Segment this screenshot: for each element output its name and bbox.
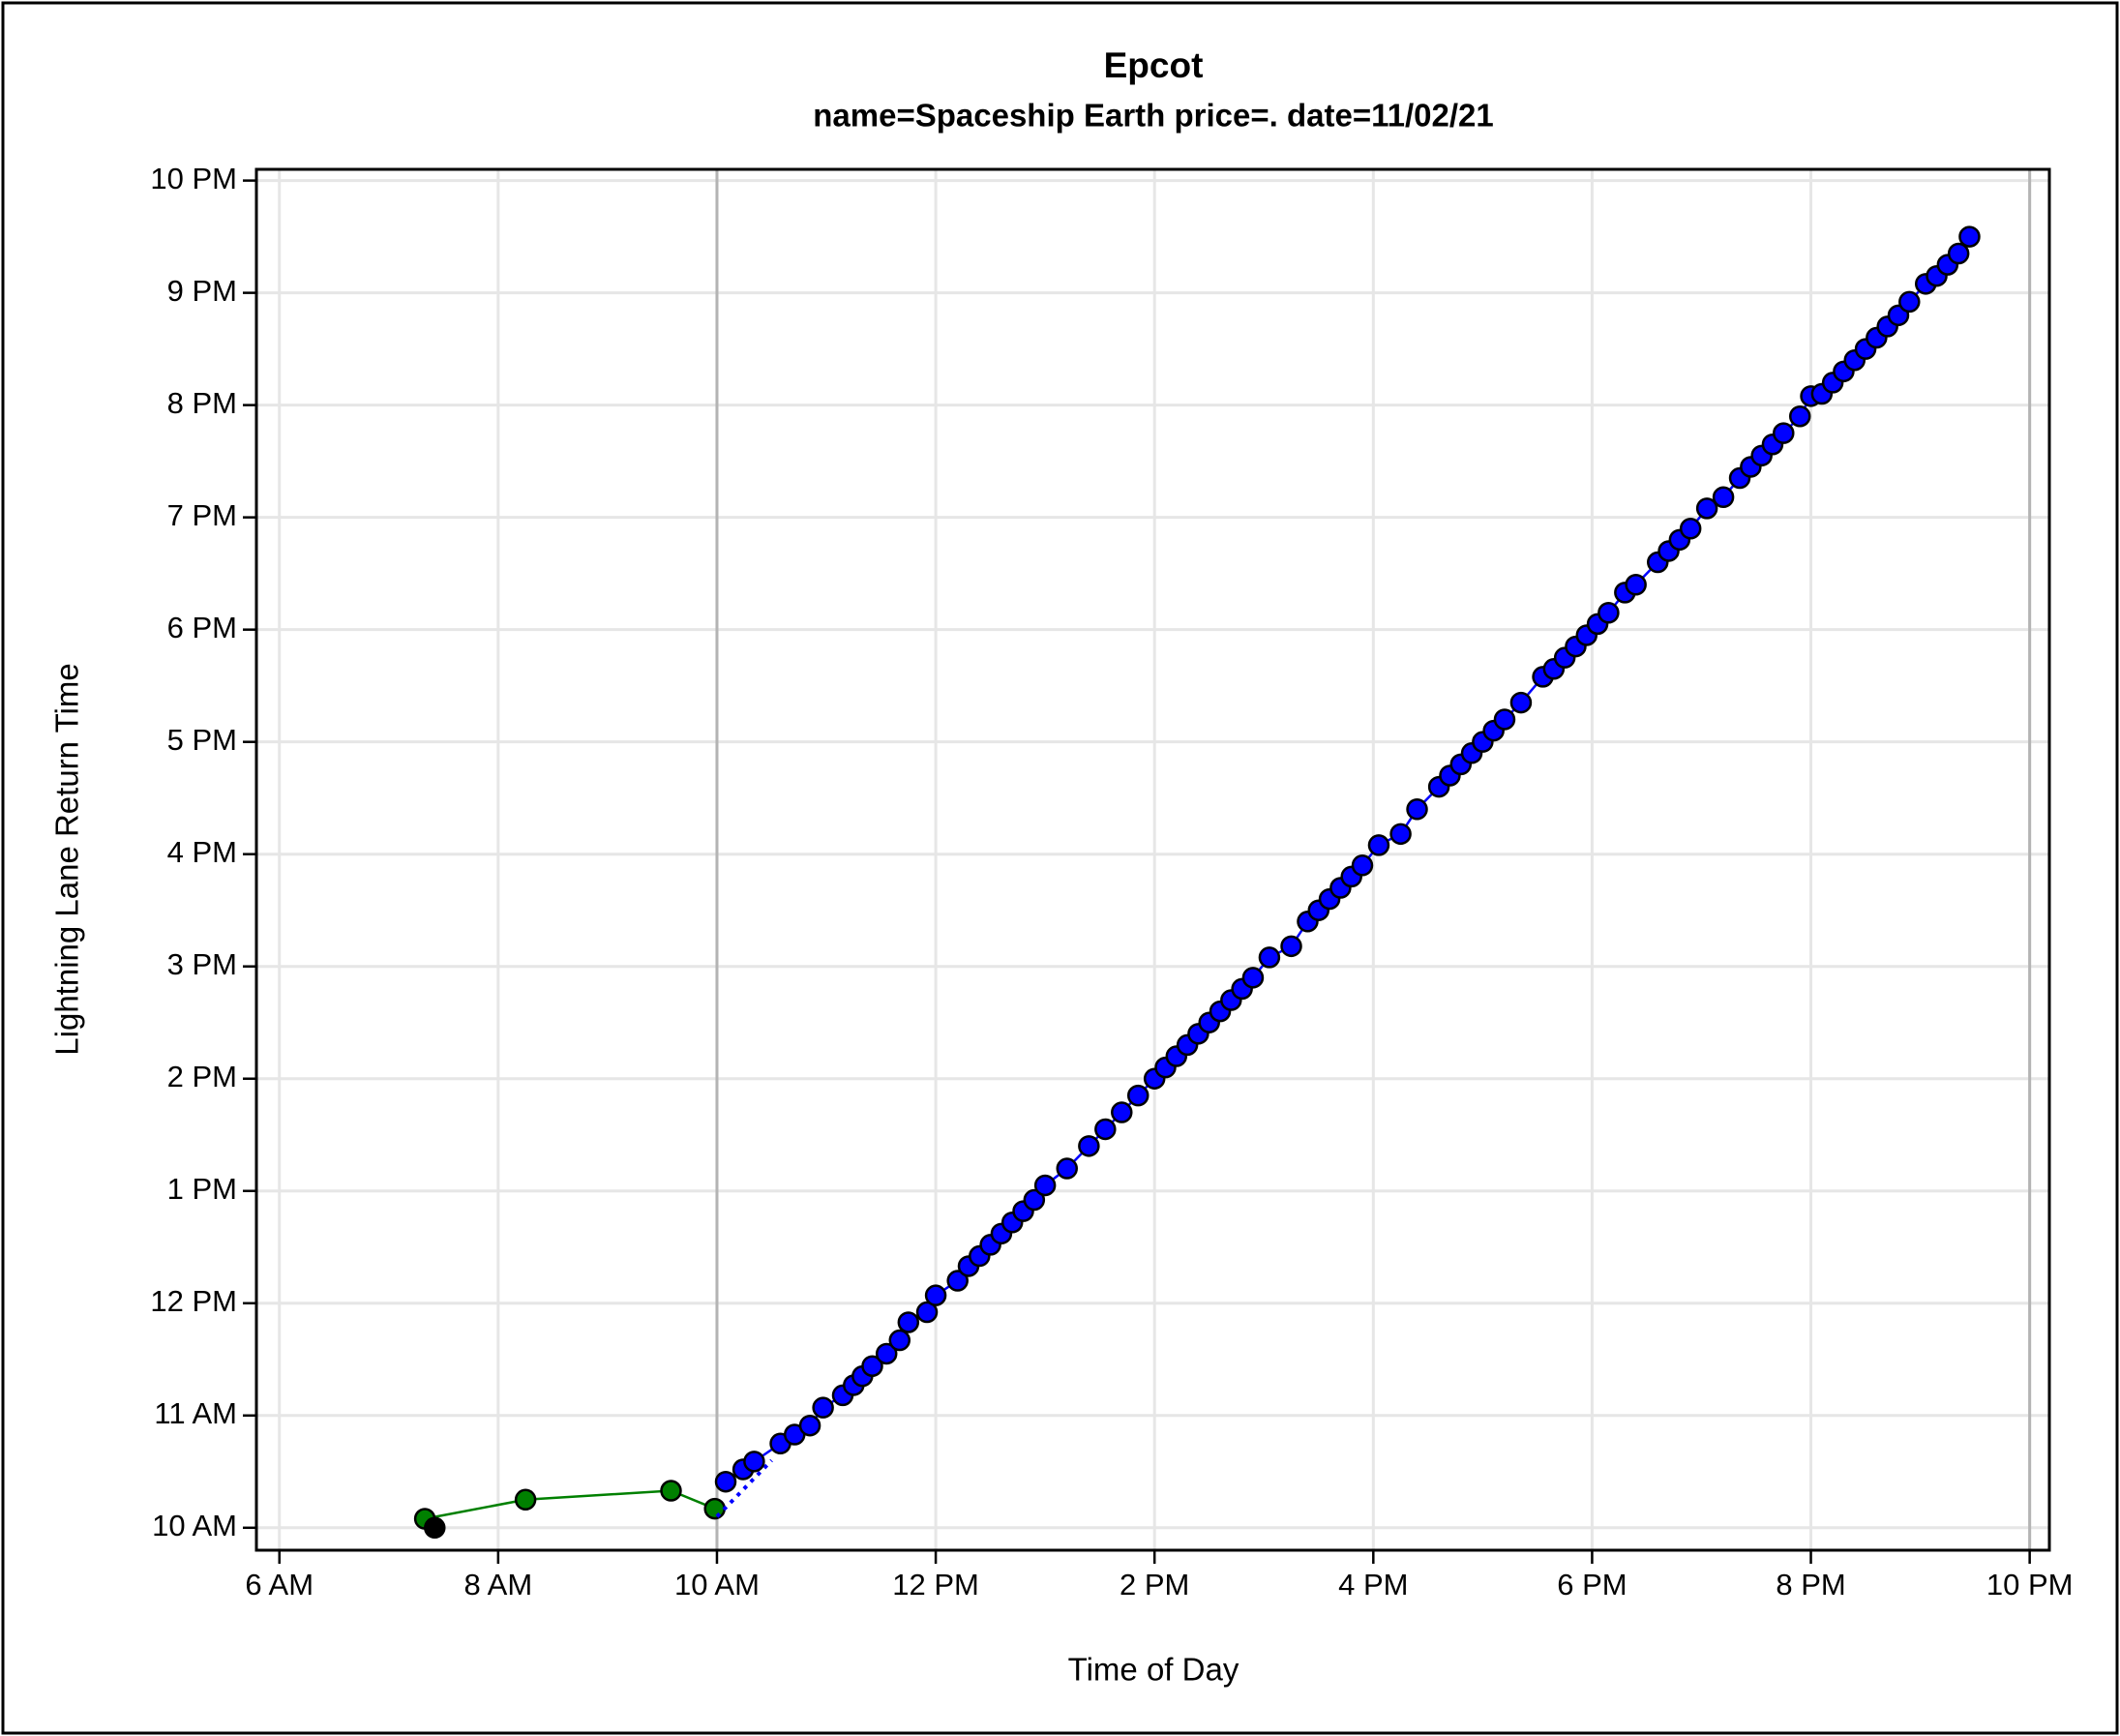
data-point xyxy=(1898,290,1921,314)
x-axis-label: Time of Day xyxy=(1068,1652,1239,1688)
y-tick-label: 7 PM xyxy=(167,498,237,532)
data-point xyxy=(1695,497,1718,520)
y-axis-label: Lightning Lane Return Time xyxy=(49,663,85,1055)
data-point xyxy=(1788,404,1811,428)
x-tick-label: 12 PM xyxy=(892,1568,979,1601)
data-point xyxy=(924,1284,947,1306)
data-point xyxy=(875,1342,898,1365)
data-point xyxy=(888,1329,911,1352)
x-tick-label: 8 AM xyxy=(464,1568,533,1601)
data-point xyxy=(1241,967,1265,989)
y-tick-label: 5 PM xyxy=(167,723,237,757)
y-tick-label: 11 AM xyxy=(154,1396,237,1430)
data-point xyxy=(1033,1174,1057,1197)
chart-subtitle: name=Spaceship Earth price=. date=11/02/… xyxy=(813,98,1493,134)
series-line xyxy=(424,1489,716,1520)
data-point xyxy=(915,1301,939,1324)
y-tick-label: 3 PM xyxy=(167,947,237,981)
data-point xyxy=(897,1311,920,1333)
x-tick-label: 10 PM xyxy=(1986,1568,2074,1601)
y-tick-label: 10 AM xyxy=(152,1509,237,1542)
series-line xyxy=(715,1458,773,1518)
data-point xyxy=(798,1414,821,1437)
y-tick-label: 4 PM xyxy=(167,835,237,869)
x-tick-label: 2 PM xyxy=(1120,1568,1189,1601)
data-point xyxy=(1597,602,1620,624)
data-point xyxy=(812,1396,834,1419)
data-point xyxy=(1947,242,1970,265)
data-point xyxy=(1351,854,1374,877)
x-tick-label: 6 PM xyxy=(1557,1568,1627,1601)
data-point xyxy=(703,1497,726,1520)
data-point xyxy=(1773,422,1795,444)
plot-area: 10 AM 11 AM 12 PM 1 PM 2 PM 3 PM 4 PM 5 PM 6 PM 7… xyxy=(150,162,2073,1601)
data-point xyxy=(1389,823,1412,846)
data-point xyxy=(946,1270,969,1292)
y-tick-label: 9 PM xyxy=(167,274,237,308)
data-point xyxy=(714,1470,737,1493)
data-point xyxy=(1625,574,1647,596)
data-point xyxy=(1406,798,1428,821)
data-point xyxy=(1493,708,1516,731)
data-point xyxy=(1094,1118,1117,1141)
x-tick-label: 6 AM xyxy=(245,1568,314,1601)
data-point xyxy=(660,1480,682,1502)
data-point xyxy=(1111,1101,1133,1123)
y-tick-label: 2 PM xyxy=(167,1060,237,1093)
data-point xyxy=(1367,834,1390,856)
data-point xyxy=(861,1355,883,1377)
data-point xyxy=(1679,518,1702,540)
x-tick-label: 10 AM xyxy=(674,1568,760,1601)
data-point xyxy=(514,1488,537,1512)
data-point xyxy=(1258,946,1281,969)
x-tick-label: 8 PM xyxy=(1776,1568,1845,1601)
chart-title: Epcot xyxy=(1104,45,1204,85)
data-point xyxy=(1509,691,1533,714)
y-tick-label: 8 PM xyxy=(167,386,237,420)
data-point xyxy=(1712,486,1735,509)
y-tick-label: 10 PM xyxy=(150,162,237,195)
data-point xyxy=(1056,1157,1079,1180)
x-tick-label: 4 PM xyxy=(1338,1568,1408,1601)
data-point xyxy=(1126,1084,1150,1107)
data-point xyxy=(1078,1135,1100,1157)
plot-border xyxy=(254,167,2051,1552)
data-point xyxy=(743,1451,765,1473)
y-tick-label: 6 PM xyxy=(167,611,237,644)
y-tick-label: 1 PM xyxy=(167,1172,237,1206)
data-point xyxy=(1023,1188,1046,1212)
data-point xyxy=(1958,225,1981,248)
data-point xyxy=(424,1516,446,1540)
y-tick-label: 12 PM xyxy=(150,1284,237,1318)
data-point xyxy=(1280,935,1302,958)
